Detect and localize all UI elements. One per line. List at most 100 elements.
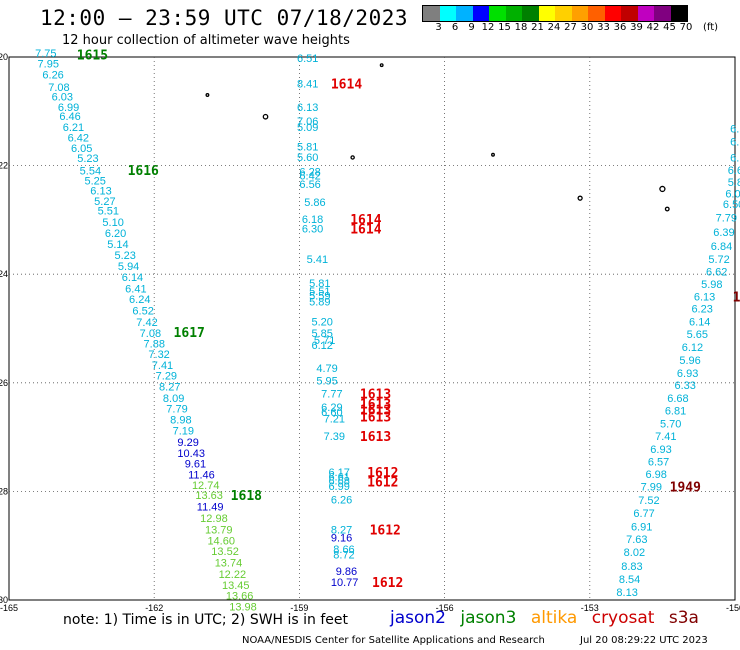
legend-tick-label: 36 — [613, 22, 627, 33]
lon-tick-label: -165 — [0, 603, 18, 613]
wave-height-label: 7.63 — [626, 534, 647, 546]
island-outline — [350, 155, 355, 160]
island-outline — [491, 152, 495, 157]
wave-height-label: 5.54 — [80, 165, 101, 177]
wave-height-label: 6.6 — [728, 165, 740, 177]
satellite-label-altika: altika — [530, 608, 578, 628]
legend-tick-label: 21 — [531, 22, 544, 33]
wave-height-label: 7.29 — [156, 371, 177, 383]
wave-height-label: 8.54 — [619, 574, 640, 586]
pass-time-label: 1614 — [350, 223, 381, 238]
map-frame — [8, 56, 736, 601]
pass-time-label: 1 — [733, 290, 740, 305]
wave-height-label: 9.86 — [336, 566, 357, 578]
wave-height-label: 6. — [730, 152, 739, 164]
legend-swatch — [571, 6, 588, 21]
wave-height-label: 9.16 — [331, 533, 352, 545]
color-legend-bar — [422, 5, 688, 22]
wave-height-label: 6.41 — [125, 283, 146, 295]
wave-height-label: 6.56 — [299, 179, 320, 191]
wave-height-label: 6. — [730, 137, 739, 149]
wave-height-label: 5.94 — [118, 261, 139, 273]
wave-height-label: 6.23 — [691, 303, 712, 315]
wave-height-label: 6.51 — [297, 53, 318, 65]
wave-height-label: 13.63 — [195, 490, 223, 502]
wave-height-label: 5.23 — [77, 153, 98, 165]
island-outline — [262, 113, 269, 120]
wave-height-label: 12.22 — [219, 569, 247, 581]
wave-height-label: 6.24 — [129, 294, 150, 306]
lon-tick-label: -159 — [290, 603, 308, 613]
wave-height-label: 6.99 — [58, 102, 79, 114]
wave-height-label: 6.12 — [682, 342, 703, 354]
wave-height-label: 7.32 — [148, 349, 169, 361]
legend-swatch — [456, 6, 473, 21]
pass-time-label: 1613 — [360, 403, 391, 418]
wave-height-label: 6.28 — [299, 167, 320, 179]
lat-tick-label: -28 — [0, 486, 8, 496]
lat-tick-label: -30 — [0, 595, 8, 605]
wave-height-label: 7.41 — [655, 431, 676, 443]
legend-swatch — [637, 6, 654, 21]
wave-height-label: 6.42 — [68, 132, 89, 144]
wave-height-label: 7.08 — [140, 328, 161, 340]
wave-height-label: 6.29 — [321, 402, 342, 414]
wave-height-label: 5.09 — [297, 122, 318, 134]
satellite-label-s3a: s3a — [668, 608, 699, 628]
wave-height-label: 6.14 — [122, 272, 143, 284]
legend-unit-label: (ft) — [702, 22, 719, 33]
wave-height-label: 7.39 — [324, 431, 345, 443]
lon-tick-label: -150 — [726, 603, 740, 613]
legend-swatch — [505, 6, 522, 21]
wave-height-label: 6.99 — [328, 481, 349, 493]
wave-height-label: 5.65 — [687, 329, 708, 341]
wave-height-label: 5.8 — [728, 177, 740, 189]
legend-tick-label: 30 — [580, 22, 594, 33]
wave-height-label: 7.08 — [48, 82, 69, 94]
wave-height-label: 5.95 — [316, 376, 337, 388]
legend-tick-label: 42 — [646, 22, 660, 33]
wave-height-label: 13.98 — [229, 602, 257, 614]
wave-height-label: 5.81 — [297, 142, 318, 154]
wave-height-label: 5.70 — [660, 419, 681, 431]
wave-height-label: 5.89 — [309, 296, 330, 308]
legend-swatch — [588, 6, 605, 21]
lat-tick-label: -26 — [0, 378, 8, 388]
wave-height-label: 10.77 — [331, 577, 359, 589]
lon-tick-label: -162 — [145, 603, 163, 613]
wave-height-label: 11.49 — [197, 502, 224, 514]
legend-tick-label: 33 — [597, 22, 610, 33]
wave-height-label: 8.41 — [297, 79, 318, 91]
pass-time-label: 1613 — [360, 388, 391, 403]
wave-height-label: 11.46 — [188, 470, 215, 482]
wave-height-label: 7.21 — [324, 414, 345, 426]
map-subtitle: 12 hour collection of altimeter wave hei… — [62, 33, 350, 48]
island-outline — [205, 93, 210, 97]
wave-height-label: 13.79 — [205, 524, 233, 536]
wave-height-label: 8.02 — [624, 547, 645, 559]
wave-height-label: 7.19 — [173, 426, 194, 438]
pass-time-label: 1618 — [231, 489, 262, 504]
lat-tick-label: -22 — [0, 161, 8, 171]
wave-height-label: 8.83 — [621, 561, 642, 573]
wave-height-label: 6.33 — [675, 380, 696, 392]
wave-height-label: 6.03 — [52, 92, 73, 104]
wave-height-label: 6.93 — [650, 444, 671, 456]
pass-time-label: 1615 — [77, 48, 108, 63]
wave-height-label: 6.13 — [297, 102, 318, 114]
wave-height-label: 6.60 — [321, 407, 342, 419]
wave-height-label: 7.77 — [321, 389, 342, 401]
lon-tick-label: -153 — [581, 603, 599, 613]
wave-height-label: 6.98 — [645, 469, 666, 481]
pass-time-label: 1613 — [360, 410, 391, 425]
wave-height-label: 7.52 — [638, 495, 659, 507]
island-outline — [659, 185, 666, 193]
wave-height-label: 6.26 — [331, 495, 352, 507]
legend-tick-label: 12 — [481, 22, 495, 33]
legend-swatch — [522, 6, 539, 21]
wave-height-label: 6.39 — [713, 227, 734, 239]
wave-height-label: 6.14 — [689, 316, 710, 328]
pass-time-label: 1612 — [372, 576, 403, 591]
wave-height-label: 6.13 — [90, 186, 111, 198]
